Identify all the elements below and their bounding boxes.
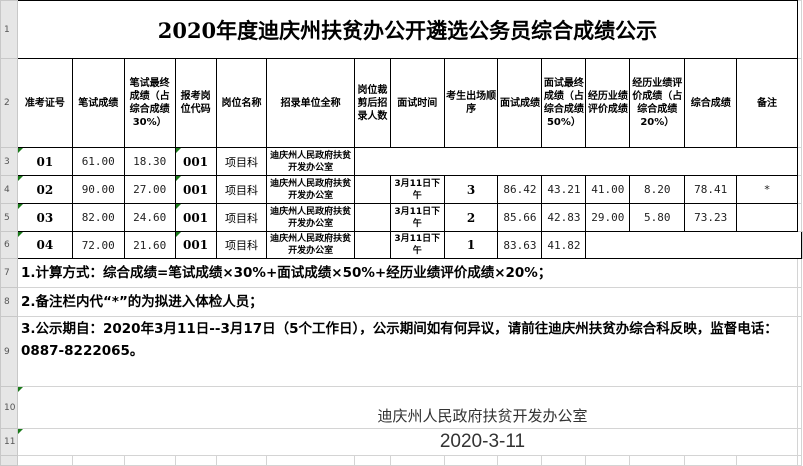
cell-interview[interactable]: 85.66 bbox=[497, 203, 543, 232]
row-header[interactable]: 4 bbox=[0, 175, 18, 204]
cell[interactable] bbox=[796, 58, 803, 148]
cell[interactable] bbox=[796, 147, 803, 176]
column-header[interactable]: 准考证号 bbox=[16, 58, 73, 148]
table-row: 6 04 72.00 21.60 001 项目科 迪庆州人民政府扶贫开发办公室 … bbox=[0, 231, 803, 259]
column-header[interactable]: 考生出场顺序 bbox=[443, 58, 499, 148]
cell[interactable] bbox=[796, 287, 803, 317]
cell-interview[interactable]: 83.63 bbox=[497, 231, 543, 259]
column-header[interactable]: 报考岗位代码 bbox=[174, 58, 217, 148]
row-header[interactable]: 9 bbox=[0, 316, 18, 387]
column-header[interactable]: 综合成绩 bbox=[684, 58, 738, 148]
cell-code[interactable]: 001 bbox=[174, 175, 217, 204]
row-header[interactable]: 6 bbox=[0, 231, 18, 259]
cell-written[interactable]: 90.00 bbox=[71, 175, 125, 204]
cell-post[interactable]: 项目科 bbox=[215, 203, 268, 232]
cell-remark[interactable] bbox=[736, 203, 798, 232]
cell-exp[interactable]: 41.00 bbox=[585, 175, 631, 204]
column-header[interactable]: 经历业绩评价成绩 bbox=[585, 58, 631, 148]
row-header[interactable]: 8 bbox=[0, 287, 18, 317]
cell-written-final[interactable]: 24.60 bbox=[123, 203, 176, 232]
cell-quota[interactable] bbox=[354, 231, 391, 259]
column-header[interactable]: 招录单位全称 bbox=[266, 58, 355, 148]
cell-id[interactable]: 02 bbox=[16, 175, 73, 204]
row-header[interactable]: 1 bbox=[0, 0, 18, 59]
cell-post[interactable]: 项目科 bbox=[215, 175, 268, 204]
row-header[interactable]: 3 bbox=[0, 147, 18, 176]
cell-written-final[interactable]: 21.60 bbox=[123, 231, 176, 259]
cell-interview-final[interactable]: 43.21 bbox=[541, 175, 587, 204]
page-title[interactable]: 2020年度迪庆州扶贫办公开遴选公务员综合成绩公示 bbox=[16, 0, 798, 59]
cell-total[interactable]: 78.41 bbox=[684, 175, 738, 204]
cell-order[interactable]: 2 bbox=[443, 203, 499, 232]
column-header[interactable]: 岗位裁剪后招录人数 bbox=[354, 58, 391, 148]
cell-post[interactable]: 项目科 bbox=[215, 231, 268, 259]
cell-written[interactable]: 61.00 bbox=[71, 147, 125, 176]
cell-exp[interactable]: 29.00 bbox=[585, 203, 631, 232]
column-header[interactable]: 笔试成绩 bbox=[71, 58, 125, 148]
cell-code[interactable]: 001 bbox=[174, 147, 217, 176]
cell-order[interactable]: 1 bbox=[443, 231, 499, 259]
signature[interactable]: 迪庆州人民政府扶贫开发办公室 bbox=[16, 386, 798, 429]
cell-time[interactable]: 3月11日下午 bbox=[389, 231, 445, 259]
cell-written[interactable]: 82.00 bbox=[71, 203, 125, 232]
cell-time[interactable]: 3月11日下午 bbox=[389, 203, 445, 232]
cell-merged-empty[interactable] bbox=[354, 147, 798, 176]
cell-written[interactable]: 72.00 bbox=[71, 231, 125, 259]
cell[interactable] bbox=[796, 316, 803, 387]
cell-id[interactable]: 04 bbox=[16, 231, 73, 259]
cell-merged-empty[interactable] bbox=[585, 231, 802, 259]
cell-quota[interactable] bbox=[354, 203, 391, 232]
row-header[interactable]: 5 bbox=[0, 203, 18, 232]
cell[interactable] bbox=[796, 175, 803, 204]
cell-quota[interactable] bbox=[354, 175, 391, 204]
column-header[interactable]: 面试时间 bbox=[389, 58, 445, 148]
row-header[interactable]: 11 bbox=[0, 428, 18, 456]
cell-unit[interactable]: 迪庆州人民政府扶贫开发办公室 bbox=[266, 175, 355, 204]
table-row: 3 01 61.00 18.30 001 项目科 迪庆州人民政府扶贫开发办公室 bbox=[0, 147, 803, 176]
row-header[interactable] bbox=[0, 455, 18, 466]
row-header[interactable]: 7 bbox=[0, 258, 18, 288]
note-calculation[interactable]: 1.计算方式：综合成绩=笔试成绩×30%+面试成绩×50%+经历业绩评价成绩×2… bbox=[16, 258, 798, 288]
date[interactable]: 2020-3-11 bbox=[16, 428, 798, 456]
cell-id[interactable]: 03 bbox=[16, 203, 73, 232]
column-header[interactable]: 备注 bbox=[736, 58, 798, 148]
cell-written-final[interactable]: 18.30 bbox=[123, 147, 176, 176]
cell-unit[interactable]: 迪庆州人民政府扶贫开发办公室 bbox=[266, 231, 355, 259]
cell-remark[interactable]: * bbox=[736, 175, 798, 204]
note-publicity[interactable]: 3.公示期自：2020年3月11日--3月17日（5个工作日），公示期间如有何异… bbox=[16, 316, 798, 387]
row-header[interactable]: 2 bbox=[0, 58, 18, 148]
cell[interactable] bbox=[801, 231, 803, 259]
cell-order[interactable]: 3 bbox=[443, 175, 499, 204]
cell[interactable] bbox=[796, 0, 803, 59]
cell-exp-final[interactable]: 8.20 bbox=[629, 175, 686, 204]
cell-interview-final[interactable]: 42.83 bbox=[541, 203, 587, 232]
cell-code[interactable]: 001 bbox=[174, 203, 217, 232]
cell-id[interactable]: 01 bbox=[16, 147, 73, 176]
column-header[interactable]: 面试成绩 bbox=[497, 58, 543, 148]
cell-written-final[interactable]: 27.00 bbox=[123, 175, 176, 204]
table-row: 5 03 82.00 24.60 001 项目科 迪庆州人民政府扶贫开发办公室 … bbox=[0, 203, 803, 232]
note-remark[interactable]: 2.备注栏内代“*”的为拟进入体检人员； bbox=[16, 287, 798, 317]
cell-total[interactable]: 73.23 bbox=[684, 203, 738, 232]
cell[interactable] bbox=[796, 428, 803, 456]
row-header[interactable]: 10 bbox=[0, 386, 18, 429]
column-header[interactable]: 笔试最终成绩（占综合成绩30%） bbox=[123, 58, 176, 148]
column-header[interactable]: 面试最终成绩（占综合成绩50%） bbox=[541, 58, 587, 148]
cell-unit[interactable]: 迪庆州人民政府扶贫开发办公室 bbox=[266, 147, 355, 176]
cell-time[interactable]: 3月11日下午 bbox=[389, 175, 445, 204]
table-row: 4 02 90.00 27.00 001 项目科 迪庆州人民政府扶贫开发办公室 … bbox=[0, 175, 803, 204]
cell-exp-final[interactable]: 5.80 bbox=[629, 203, 686, 232]
column-header[interactable]: 岗位名称 bbox=[215, 58, 268, 148]
cell[interactable] bbox=[796, 203, 803, 232]
cell[interactable] bbox=[796, 258, 803, 288]
cell[interactable] bbox=[796, 386, 803, 429]
column-header[interactable]: 经历业绩评价成绩（占综合成绩20%） bbox=[629, 58, 686, 148]
cell-unit[interactable]: 迪庆州人民政府扶贫开发办公室 bbox=[266, 203, 355, 232]
cell-interview[interactable]: 86.42 bbox=[497, 175, 543, 204]
cell-interview-final[interactable]: 41.82 bbox=[541, 231, 587, 259]
cell-code[interactable]: 001 bbox=[174, 231, 217, 259]
cell-post[interactable]: 项目科 bbox=[215, 147, 268, 176]
